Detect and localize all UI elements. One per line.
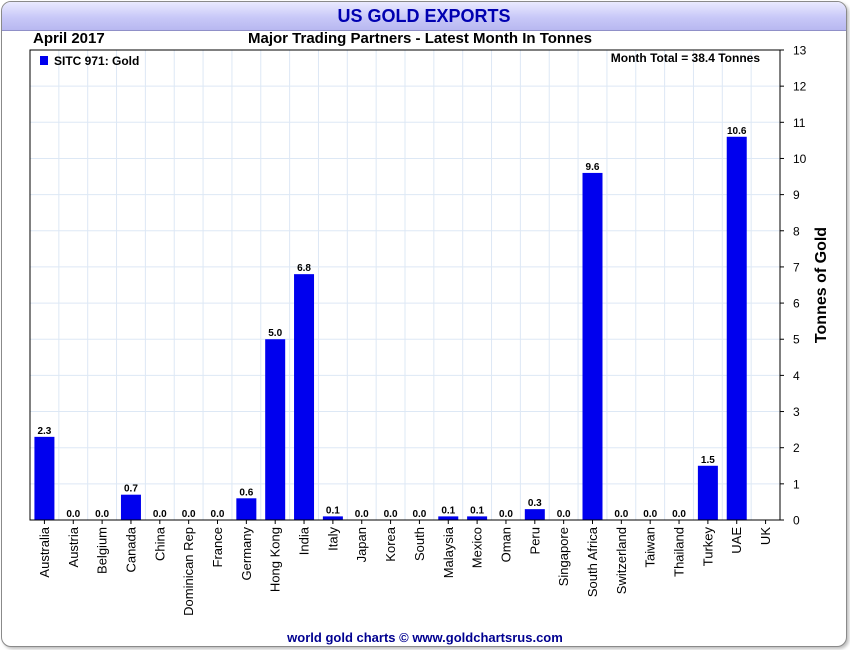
x-tick-label: Belgium — [95, 527, 110, 574]
data-label: 0.0 — [355, 509, 369, 520]
x-tick-label: Dominican Rep — [181, 527, 196, 616]
x-tick-label: Malaysia — [441, 526, 456, 578]
x-tick-label: South — [412, 527, 427, 561]
x-tick-label: Canada — [123, 526, 138, 572]
x-tick-label: Korea — [383, 526, 398, 561]
data-label: 0.0 — [672, 509, 686, 520]
x-tick-label: Hong Kong — [268, 527, 283, 592]
data-label: 0.0 — [412, 509, 426, 520]
data-label: 0.1 — [441, 505, 455, 516]
y-tick-label: 11 — [793, 116, 806, 130]
bar-uae — [726, 136, 747, 520]
x-tick-label: Peru — [527, 527, 542, 554]
x-tick-label: Singapore — [556, 527, 571, 586]
chart-date: April 2017 — [33, 30, 105, 47]
data-label: 0.0 — [182, 509, 196, 520]
chart-subtitle: Major Trading Partners - Latest Month In… — [248, 30, 592, 47]
x-tick-label: UAE — [729, 527, 744, 554]
bar-south-africa — [582, 172, 603, 520]
x-tick-label: Oman — [498, 527, 513, 562]
y-tick-label: 9 — [793, 188, 800, 202]
chart-title: US GOLD EXPORTS — [2, 2, 846, 31]
bar-turkey — [697, 465, 718, 520]
y-tick-label: 4 — [793, 369, 800, 383]
x-tick-label: Thailand — [672, 527, 687, 577]
x-tick-label: India — [297, 526, 312, 555]
x-tick-label: Australia — [37, 526, 52, 577]
y-tick-label: 7 — [793, 260, 800, 274]
bar-malaysia — [438, 516, 459, 520]
x-tick-label: Austria — [66, 526, 81, 567]
y-tick-label: 3 — [793, 405, 800, 419]
bar-mexico — [467, 516, 488, 520]
data-label: 0.0 — [499, 509, 513, 520]
data-label: 0.0 — [643, 509, 657, 520]
data-label: 1.5 — [701, 455, 715, 466]
data-label: 0.0 — [95, 509, 109, 520]
legend: SITC 971: Gold — [40, 54, 139, 68]
grid-layer — [29, 49, 781, 521]
plot-border — [29, 49, 781, 521]
x-tick-label: Switzerland — [614, 527, 629, 594]
data-label: 0.0 — [614, 509, 628, 520]
y-tick-label: 0 — [793, 514, 800, 528]
data-label: 0.0 — [384, 509, 398, 520]
bar-india — [294, 274, 315, 520]
bar-peru — [524, 509, 545, 520]
data-label: 2.3 — [37, 426, 51, 437]
data-label: 10.6 — [727, 126, 747, 137]
data-label: 0.0 — [66, 509, 80, 520]
y-tick-label: 13 — [793, 44, 807, 58]
data-label: 0.0 — [211, 509, 225, 520]
x-tick-label: South Africa — [585, 526, 600, 597]
x-tick-label: Germany — [239, 527, 254, 581]
y-tick-label: 10 — [793, 152, 807, 166]
y-tick-label: 6 — [793, 297, 800, 311]
x-tick-label: Taiwan — [643, 527, 658, 567]
y-tick-label: 5 — [793, 333, 800, 347]
x-tick-label: Mexico — [470, 527, 485, 568]
data-label: 0.7 — [124, 484, 138, 495]
x-tick-label: Italy — [325, 527, 340, 551]
x-tick-label: UK — [758, 527, 773, 545]
month-total-annotation: Month Total = 38.4 Tonnes — [611, 51, 761, 65]
x-tick-label: China — [152, 526, 167, 561]
y-tick-label: 8 — [793, 224, 800, 238]
x-tick-label: France — [210, 527, 225, 567]
y-axis-label: Tonnes of Gold — [813, 227, 830, 343]
y-tick-label: 2 — [793, 441, 800, 455]
chart-footer: world gold charts © www.goldchartsrus.co… — [287, 630, 563, 645]
data-label: 6.8 — [297, 263, 311, 274]
bar-canada — [120, 494, 141, 520]
bar-layer: 2.3 0.0 0.0 0.7 0.0 0.0 0.0 0.6 5.0 6.8 0.1 0.0 0.0 0… — [34, 126, 747, 520]
data-label: 0.6 — [239, 487, 253, 498]
bar-australia — [34, 436, 55, 520]
data-label: 0.3 — [528, 498, 542, 509]
data-label: 9.6 — [586, 162, 600, 173]
bar-italy — [322, 516, 343, 520]
data-label: 0.0 — [557, 509, 571, 520]
data-label: 0.1 — [326, 505, 340, 516]
data-label: 0.0 — [153, 509, 167, 520]
data-label: 0.1 — [470, 505, 484, 516]
data-label: 5.0 — [268, 328, 282, 339]
bar-germany — [236, 498, 257, 520]
x-tick-label: Japan — [354, 527, 369, 562]
legend-label: SITC 971: Gold — [54, 54, 139, 68]
x-tick-label: Turkey — [700, 527, 715, 567]
bar-hong-kong — [265, 339, 286, 520]
legend-swatch — [40, 56, 48, 65]
y-tick-label: 1 — [793, 477, 800, 491]
y-tick-label: 12 — [793, 80, 807, 94]
